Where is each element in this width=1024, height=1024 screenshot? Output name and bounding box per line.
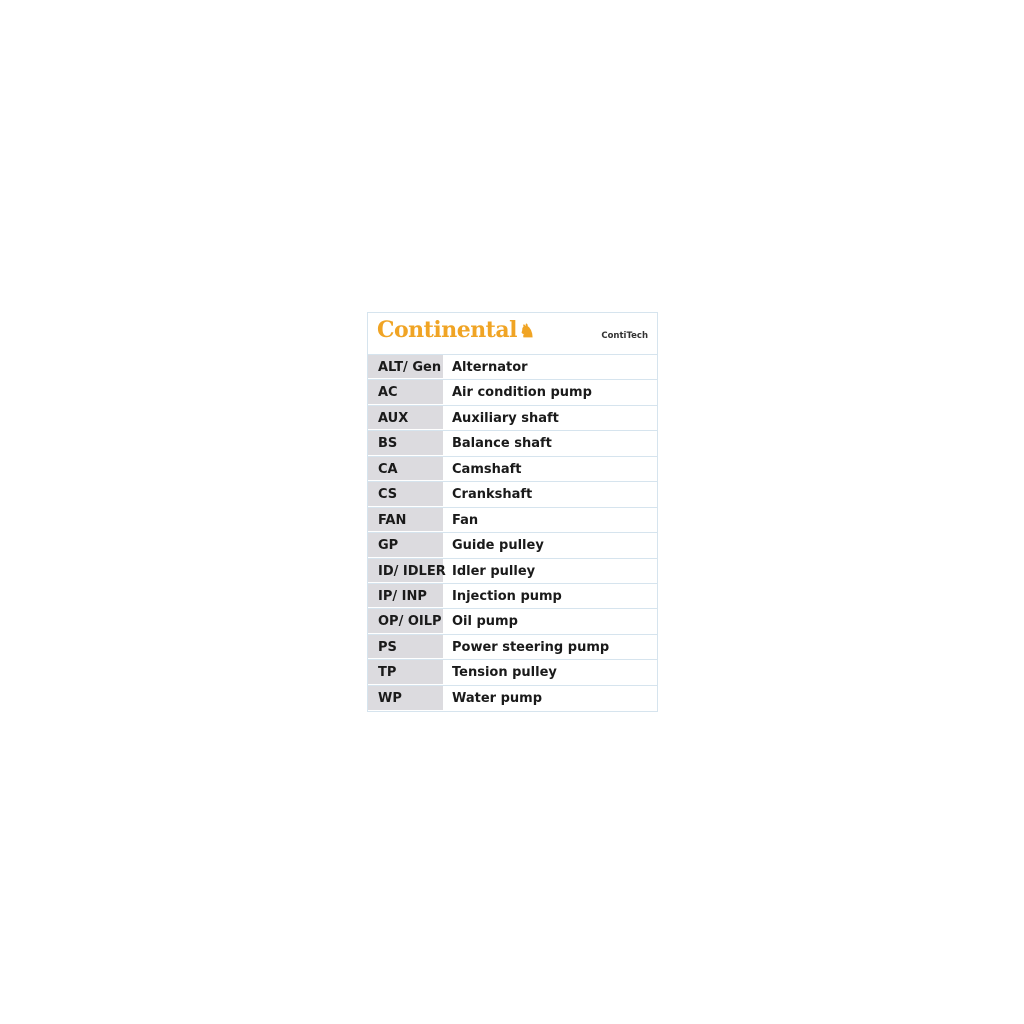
table-row: BS Balance shaft xyxy=(368,431,657,457)
component-name-cell: Alternator xyxy=(452,360,528,375)
continental-logo: Continental ♞ xyxy=(377,317,535,343)
table-row: PS Power steering pump xyxy=(368,634,657,661)
table-row: GP Guide pulley xyxy=(368,533,657,559)
component-name-cell: Tension pulley xyxy=(452,665,557,681)
abbreviation-cell: AC xyxy=(368,380,443,405)
component-name-cell: Idler pulley xyxy=(452,563,536,579)
table-row: IP/ INP Injection pump xyxy=(368,583,657,610)
logo-text: Continental xyxy=(377,317,517,343)
abbreviation-cell: ID/ IDLER xyxy=(368,558,446,583)
table-body: ALT/ Gen Alternator AC Air condition pump AU… xyxy=(368,355,657,712)
component-name-cell: Injection pump xyxy=(452,588,562,604)
abbreviation-cell: CA xyxy=(368,456,443,482)
abbreviation-cell: ALT/ Gen xyxy=(368,355,443,380)
component-name-cell: Camshaft xyxy=(452,461,522,477)
component-name-cell: Guide pulley xyxy=(452,538,544,554)
abbreviation-cell: CS xyxy=(368,482,443,507)
table-row: CA Camshaft xyxy=(368,456,657,483)
table-row: TP Tension pulley xyxy=(368,660,657,686)
table-row: ID/ IDLER Idler pulley xyxy=(368,558,657,584)
component-name-cell: Power steering pump xyxy=(452,639,610,655)
abbreviation-table: Continental ♞ ContiTech ALT/ Gen Alternato… xyxy=(367,312,658,713)
abbreviation-cell: FAN xyxy=(368,507,443,533)
contitech-label: ContiTech xyxy=(601,331,648,341)
abbreviation-cell: AUX xyxy=(368,405,443,431)
component-name-cell: Water pump xyxy=(452,690,543,706)
table-header: Continental ♞ ContiTech xyxy=(368,313,657,355)
component-name-cell: Oil pump xyxy=(452,614,518,630)
abbreviation-cell: OP/ OILP xyxy=(368,609,443,634)
table-row: WP Water pump xyxy=(368,685,657,712)
component-name-cell: Balance shaft xyxy=(452,436,552,452)
abbreviation-cell: PS xyxy=(368,634,443,660)
component-name-cell: Crankshaft xyxy=(452,487,533,503)
table-row: AC Air condition pump xyxy=(368,380,657,406)
table-row: ALT/ Gen Alternator xyxy=(368,355,657,381)
component-name-cell: Fan xyxy=(452,512,479,528)
abbreviation-cell: BS xyxy=(368,431,443,456)
component-name-cell: Air condition pump xyxy=(452,385,592,401)
abbreviation-cell: IP/ INP xyxy=(368,583,443,609)
table-row: AUX Auxiliary shaft xyxy=(368,405,657,432)
table-row: CS Crankshaft xyxy=(368,482,657,508)
abbreviation-cell: GP xyxy=(368,533,443,558)
component-name-cell: Auxiliary shaft xyxy=(452,410,559,426)
table-row: FAN Fan xyxy=(368,507,657,534)
table-row: OP/ OILP Oil pump xyxy=(368,609,657,635)
abbreviation-cell: TP xyxy=(368,660,443,685)
horse-icon: ♞ xyxy=(518,321,535,342)
abbreviation-cell: WP xyxy=(368,685,443,712)
